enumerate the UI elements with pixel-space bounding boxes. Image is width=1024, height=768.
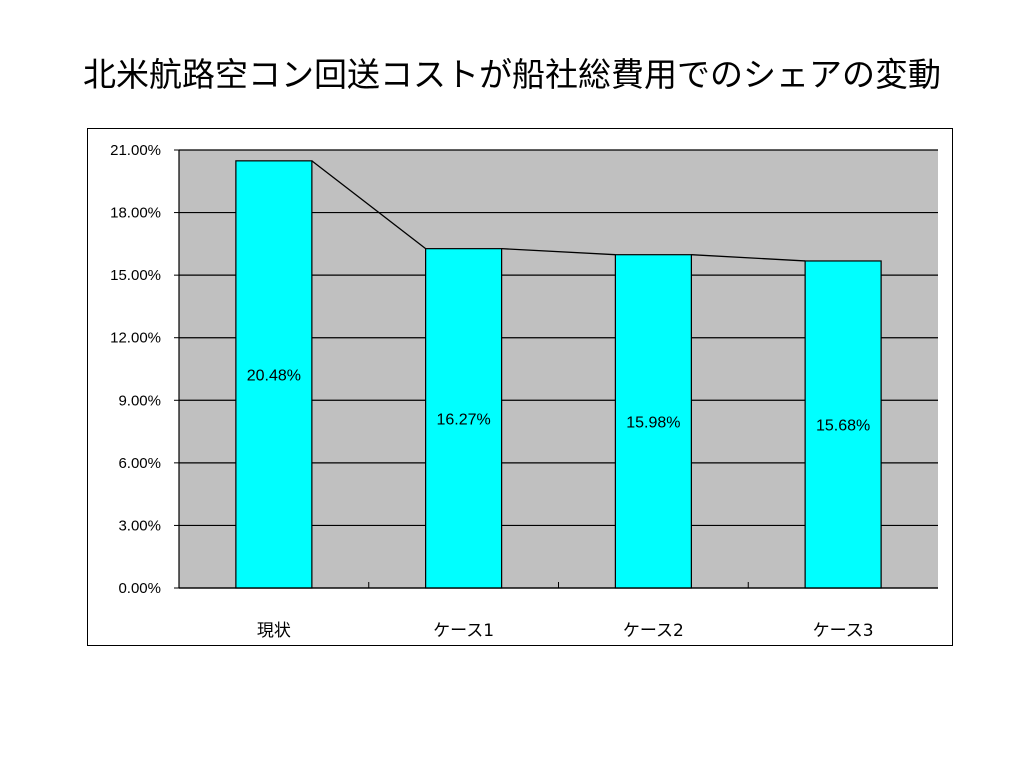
labels: 0.00% 3.00% 6.00% 9.00% 12.00% 15.00% 18.00% 21… bbox=[110, 142, 873, 641]
y-tick-label: 21.00% bbox=[110, 142, 161, 159]
y-tick-label: 15.00% bbox=[110, 267, 161, 284]
axes bbox=[174, 149, 938, 589]
chart-frame: 0.00% 3.00% 6.00% 9.00% 12.00% 15.00% 18.00% 21… bbox=[87, 128, 953, 646]
data-label: 16.27% bbox=[436, 411, 490, 428]
x-tick-label: ケース3 bbox=[813, 621, 874, 641]
data-label: 15.98% bbox=[626, 414, 680, 431]
bars bbox=[235, 160, 882, 589]
y-tick-label: 6.00% bbox=[118, 455, 161, 472]
bar bbox=[804, 260, 882, 589]
x-tick-label: 現状 bbox=[257, 621, 291, 641]
series-line-segment bbox=[311, 160, 427, 250]
series-line-segment bbox=[501, 248, 616, 256]
y-tick-label: 3.00% bbox=[118, 517, 161, 534]
bar bbox=[425, 248, 503, 589]
chart-title: 北米航路空コン回送コストが船社総費用でのシェアの変動 bbox=[83, 55, 941, 94]
x-tick-label: ケース2 bbox=[623, 621, 684, 641]
y-tick-label: 12.00% bbox=[110, 330, 161, 347]
series-line-segment bbox=[691, 254, 806, 262]
y-tick-label: 18.00% bbox=[110, 205, 161, 222]
x-tick-label: ケース1 bbox=[433, 621, 494, 641]
bar bbox=[614, 254, 692, 589]
trend-line-layer bbox=[311, 160, 806, 262]
data-label: 15.68% bbox=[816, 417, 870, 434]
y-tick-label: 0.00% bbox=[118, 580, 161, 597]
y-tick-label: 9.00% bbox=[118, 392, 161, 409]
bar bbox=[235, 160, 313, 589]
data-label: 20.48% bbox=[247, 367, 301, 384]
bar-chart: 0.00% 3.00% 6.00% 9.00% 12.00% 15.00% 18.00% 21… bbox=[110, 142, 938, 641]
